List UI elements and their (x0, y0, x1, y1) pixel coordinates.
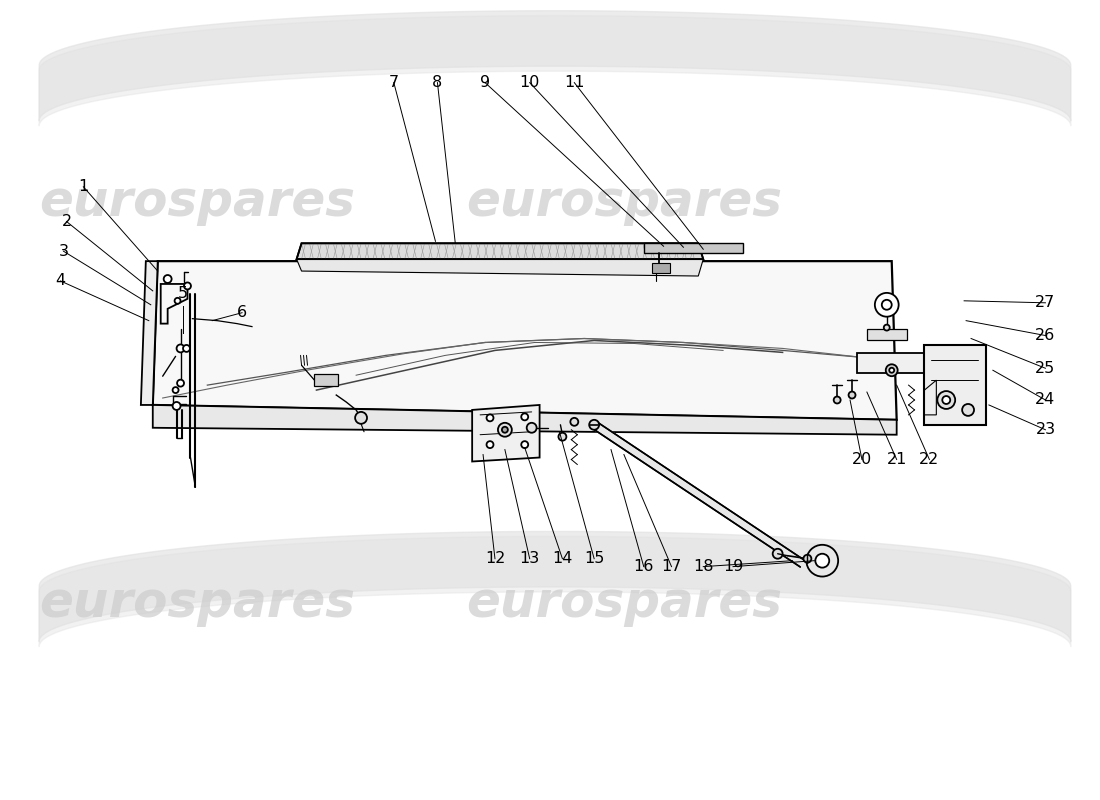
Circle shape (883, 325, 890, 330)
Text: 26: 26 (1035, 328, 1056, 343)
Circle shape (590, 420, 600, 430)
Polygon shape (153, 261, 896, 420)
Circle shape (815, 554, 829, 568)
Text: 24: 24 (1035, 393, 1056, 407)
Circle shape (962, 404, 974, 416)
Circle shape (521, 414, 528, 420)
Circle shape (177, 345, 185, 352)
Text: 25: 25 (1035, 361, 1056, 376)
Text: 16: 16 (634, 559, 653, 574)
Text: 7: 7 (388, 75, 399, 90)
Circle shape (173, 402, 180, 410)
Circle shape (806, 545, 838, 577)
Text: 27: 27 (1035, 295, 1056, 310)
Polygon shape (592, 422, 804, 567)
Circle shape (874, 293, 899, 317)
Circle shape (886, 364, 898, 376)
Text: 19: 19 (723, 559, 744, 574)
Text: 6: 6 (236, 306, 248, 320)
Circle shape (848, 391, 856, 398)
Circle shape (527, 423, 537, 433)
Circle shape (570, 418, 579, 426)
Text: 8: 8 (432, 75, 442, 90)
Circle shape (498, 423, 512, 437)
Circle shape (559, 433, 566, 441)
Text: 1: 1 (78, 179, 88, 194)
Text: 15: 15 (584, 551, 604, 566)
Circle shape (889, 368, 894, 373)
Bar (867, 329, 906, 341)
Polygon shape (141, 261, 157, 405)
Text: eurospares: eurospares (40, 178, 355, 226)
Polygon shape (297, 259, 703, 276)
Text: 9: 9 (480, 75, 491, 90)
Circle shape (173, 387, 178, 393)
Text: eurospares: eurospares (466, 178, 782, 226)
Text: 23: 23 (1035, 422, 1056, 438)
Text: 14: 14 (552, 551, 573, 566)
Circle shape (772, 549, 782, 558)
Circle shape (882, 300, 892, 310)
Text: 3: 3 (58, 244, 68, 258)
Circle shape (803, 554, 812, 562)
Circle shape (521, 441, 528, 448)
Text: 22: 22 (920, 452, 939, 467)
Circle shape (486, 441, 494, 448)
Polygon shape (472, 405, 540, 462)
Circle shape (184, 282, 191, 290)
Text: 4: 4 (55, 274, 66, 289)
Text: eurospares: eurospares (40, 579, 355, 627)
Circle shape (175, 298, 180, 304)
Text: eurospares: eurospares (466, 579, 782, 627)
Text: 17: 17 (661, 559, 682, 574)
Text: 5: 5 (177, 286, 188, 302)
Text: 20: 20 (851, 452, 872, 467)
Polygon shape (297, 243, 703, 259)
Text: 21: 21 (887, 452, 906, 467)
Circle shape (834, 397, 840, 403)
Bar (315, 374, 338, 386)
Polygon shape (153, 405, 896, 434)
Text: 11: 11 (564, 75, 584, 90)
Bar (644, 243, 743, 254)
Circle shape (164, 275, 172, 283)
Text: 18: 18 (693, 559, 714, 574)
Circle shape (355, 412, 367, 424)
Polygon shape (924, 346, 986, 425)
Text: 10: 10 (519, 75, 540, 90)
Circle shape (183, 345, 190, 352)
Circle shape (937, 391, 955, 409)
Circle shape (177, 380, 184, 386)
Text: 2: 2 (62, 214, 72, 229)
Circle shape (502, 426, 508, 433)
Text: 13: 13 (519, 551, 540, 566)
Polygon shape (857, 354, 924, 374)
Text: 12: 12 (485, 551, 505, 566)
Bar (651, 263, 670, 273)
Circle shape (486, 414, 494, 422)
Circle shape (943, 396, 950, 404)
